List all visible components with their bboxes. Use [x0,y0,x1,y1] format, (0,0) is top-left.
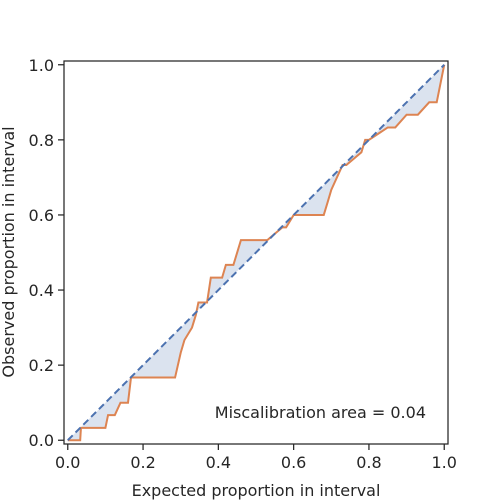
y-tick-label: 0.8 [29,131,54,150]
y-tick-label: 0.2 [29,356,54,375]
annotation: Miscalibration area = 0.04 [215,403,426,422]
observed-line [67,64,446,442]
x-tick-label: 1.0 [432,453,457,472]
axes [63,60,449,445]
ticks: 0.0 0.2 0.4 0.6 0.8 1.0 0.0 0.2 0.4 0.6 0.8 1.0 [29,56,457,472]
y-axis-label: Observed proportion in interval [0,126,18,377]
x-axis-label: Expected proportion in interval [132,481,381,500]
y-tick-label: 0.4 [29,281,54,300]
x-tick-label: 0.8 [356,453,381,472]
x-tick-label: 0.2 [130,453,155,472]
series-layer [67,64,446,442]
y-tick-label: 0.6 [29,206,54,225]
y-tick-label: 1.0 [29,56,54,75]
axes-frame [63,60,449,445]
x-tick-label: 0.0 [55,453,80,472]
y-tick-label: 0.0 [29,431,54,450]
x-tick-label: 0.4 [206,453,231,472]
x-tick-label: 0.6 [281,453,306,472]
ideal-diagonal-line [67,64,445,441]
